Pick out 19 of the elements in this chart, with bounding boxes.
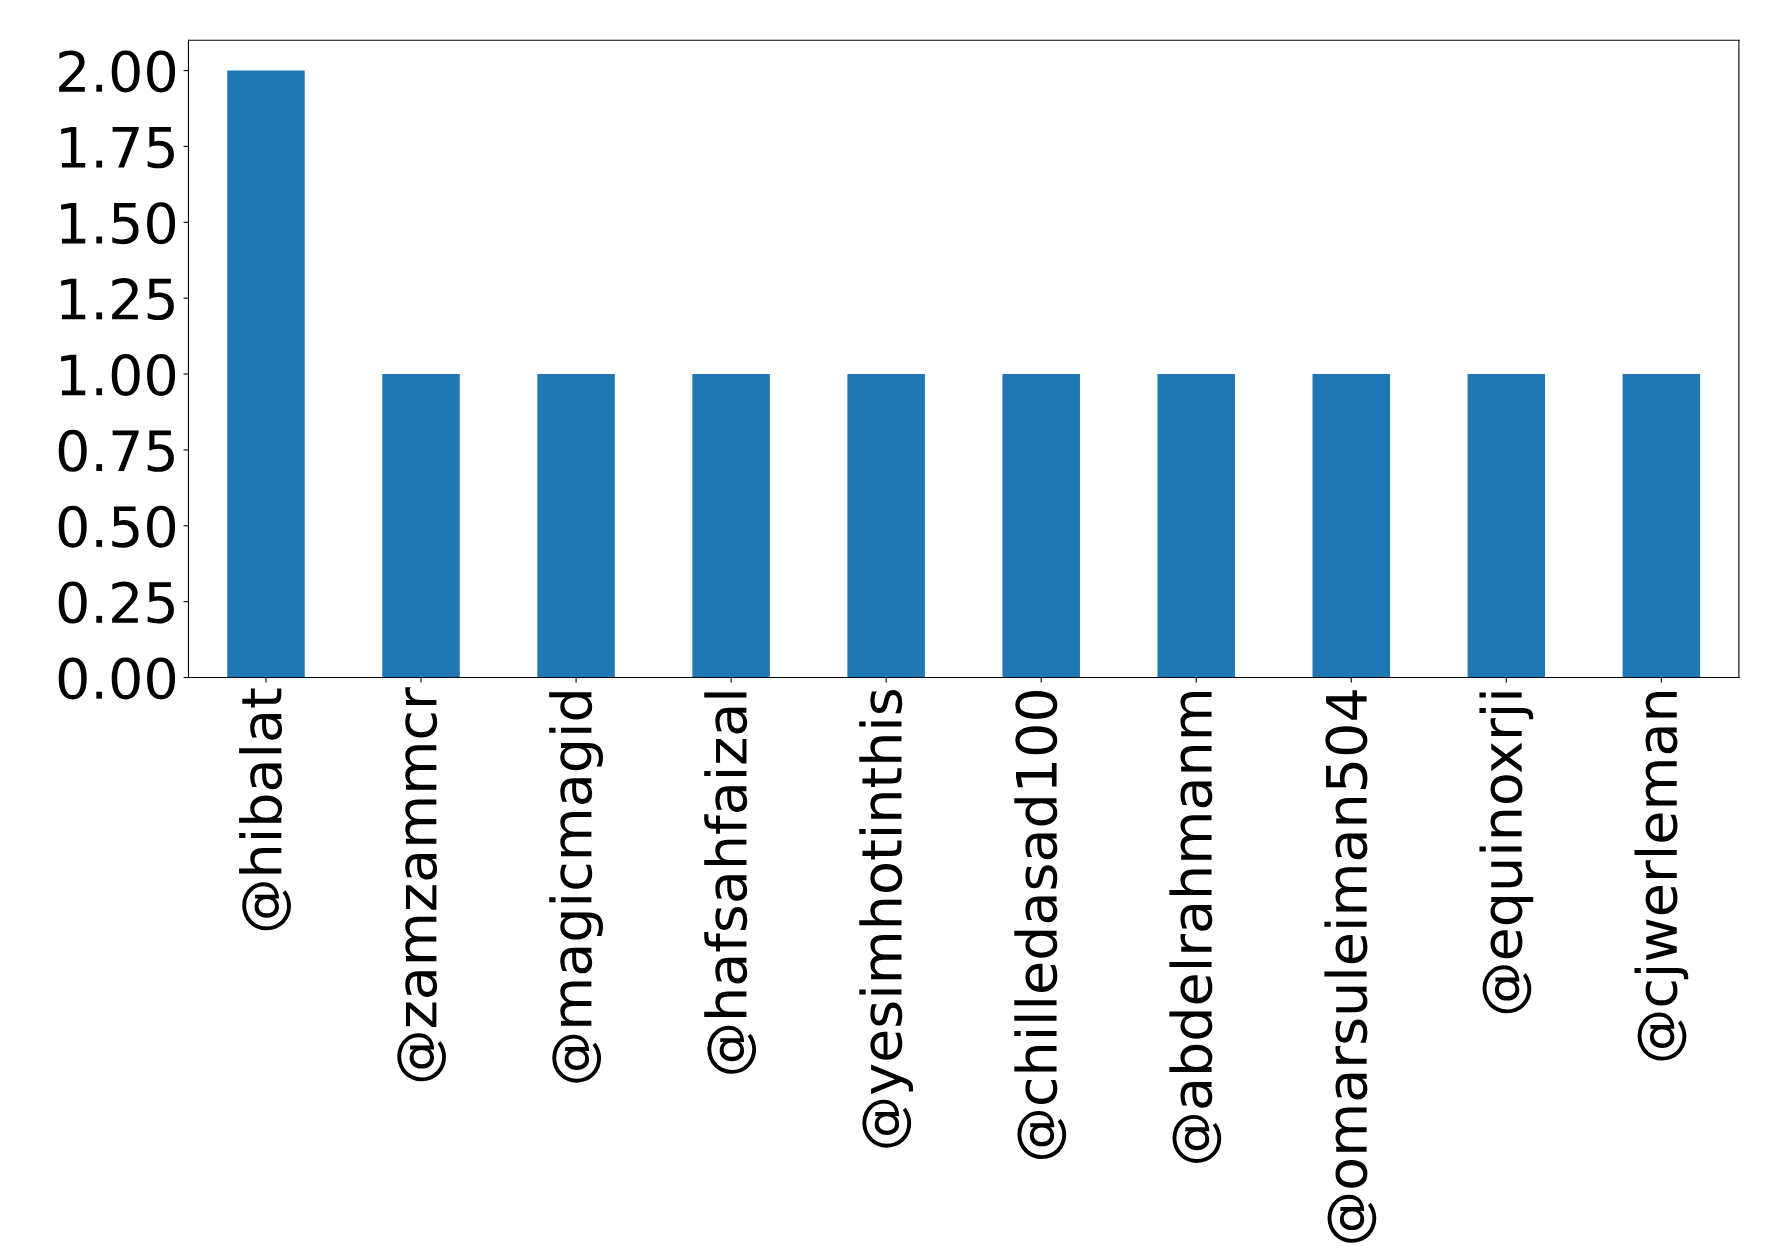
x-tick-label: @magicmagid [549,692,603,1083]
y-tick-label: 0.50 [58,505,176,548]
x-tick-label: @hafsahfaizal [704,692,757,1074]
y-tick-label: 1.25 [61,278,174,321]
x-tick-label: @omarsuleiman504 [1324,690,1377,1243]
y-tick-label: 0.25 [58,581,174,624]
x-tick-label: @yesimhotinthis [859,689,914,1148]
x-tick-label: @cjwerleman [1634,691,1689,1061]
y-tick-label: 0.75 [58,429,174,472]
x-tick-label: @equinoxrji [1479,692,1534,1014]
x-tick-label: @hibalat [239,688,291,931]
x-tick-label: @abdelrahmanm [1169,691,1222,1163]
x-tick-label: @zamzammcr [397,687,447,1082]
y-tick-label: 1.00 [61,353,176,396]
y-tick-label: 0.00 [58,657,176,700]
y-tick-label: 1.50 [61,202,176,245]
y-tick-label: 2.00 [59,50,176,93]
y-tick-label: 1.75 [61,127,174,169]
x-tick-label: @chilledasad100 [1014,690,1067,1159]
